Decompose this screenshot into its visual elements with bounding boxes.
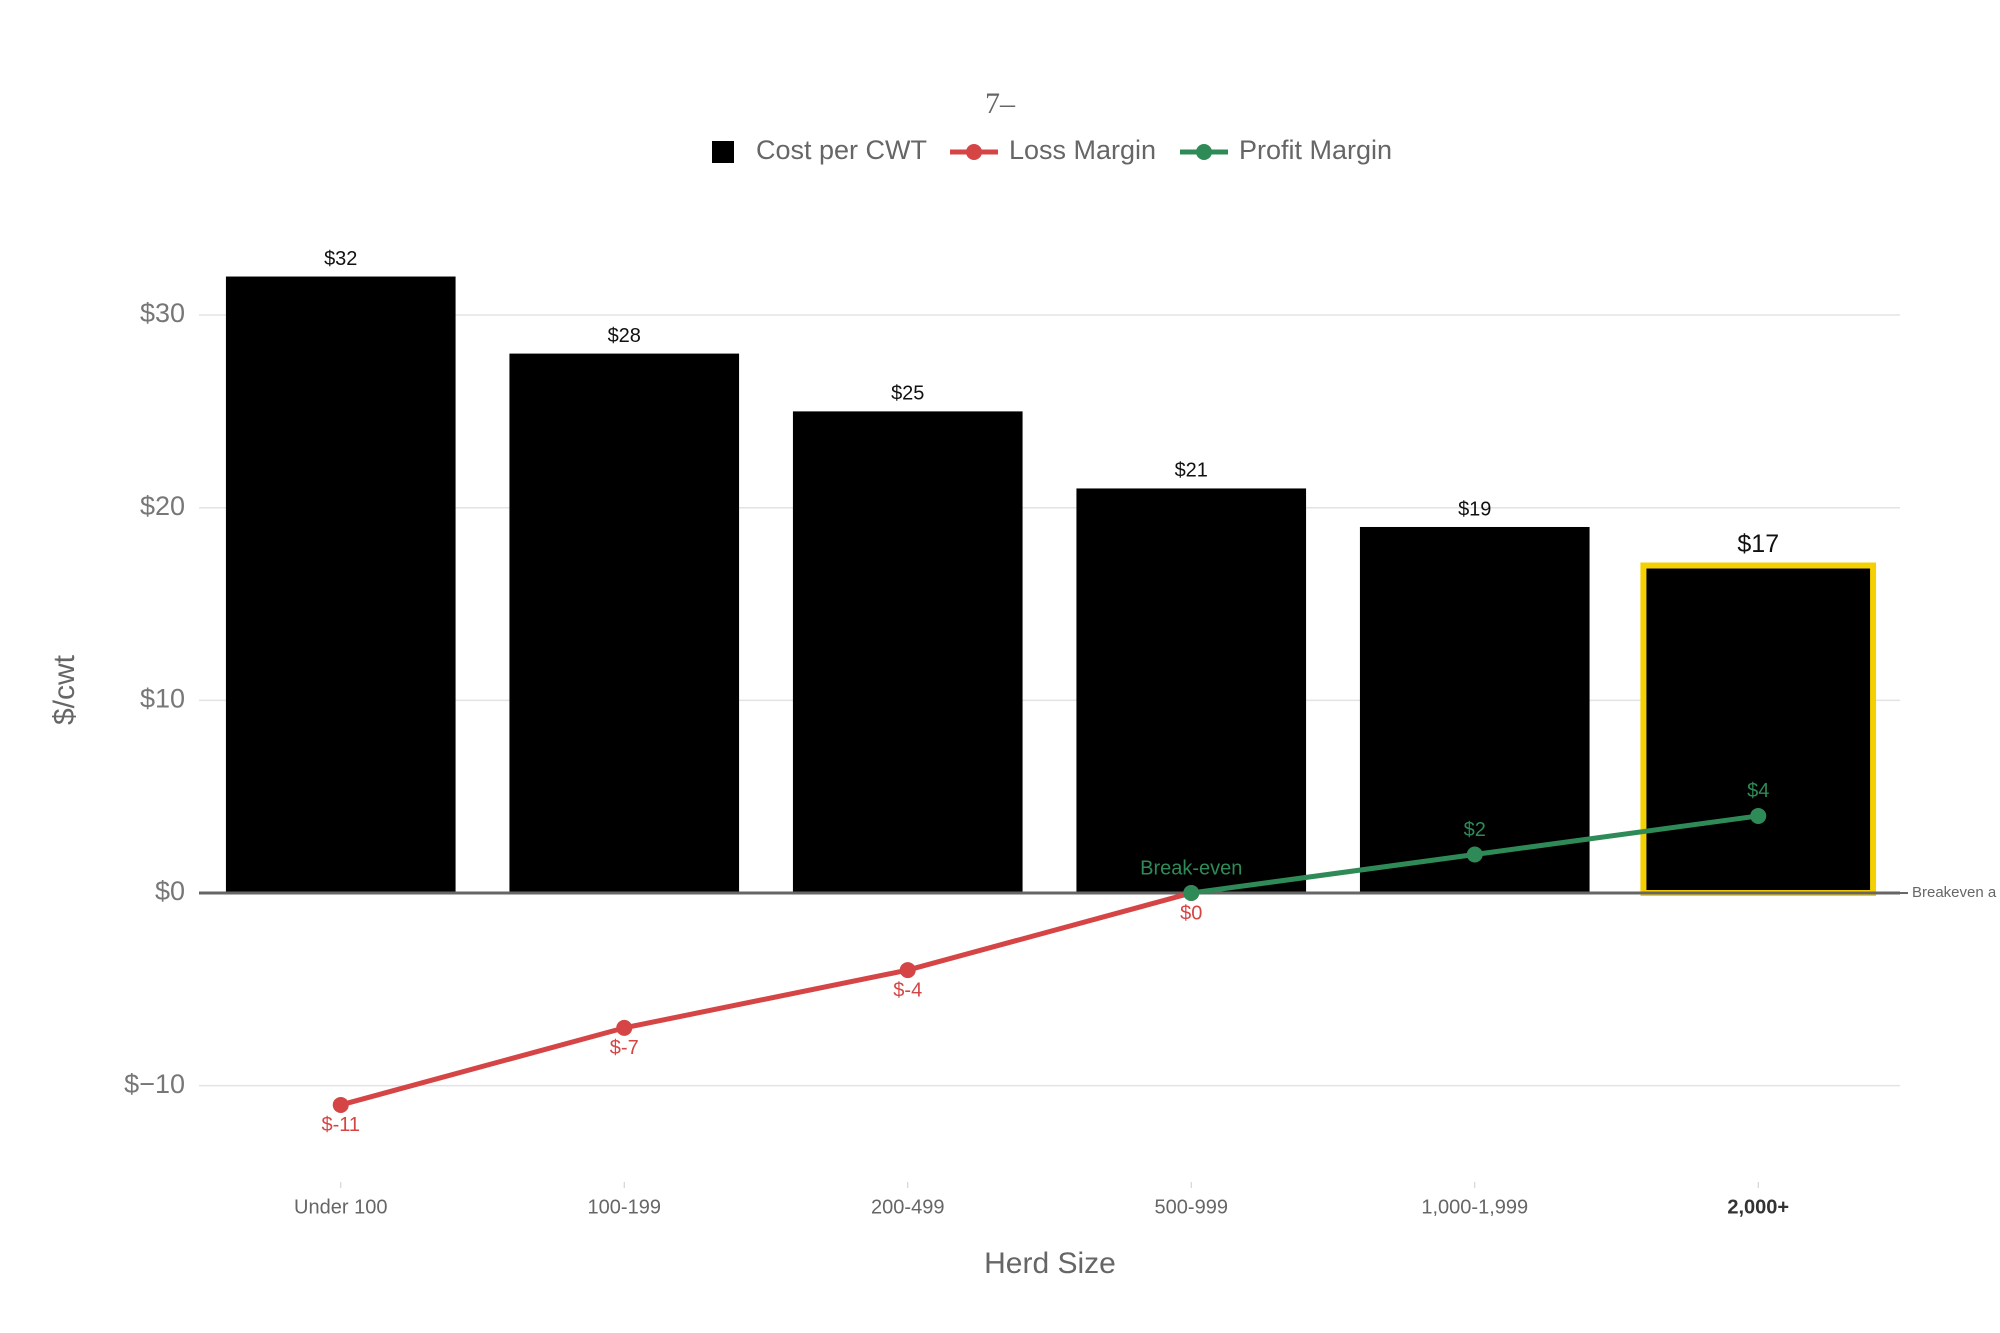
bar: [509, 353, 740, 894]
point: [1183, 885, 1200, 902]
legend-swatch: [712, 141, 734, 163]
y-tick-label: $0: [155, 876, 185, 906]
line: [340, 890, 1192, 1108]
x-tick-label: 1,000-1,999: [1421, 1196, 1528, 1218]
point: [899, 962, 916, 979]
bar-value-label: $25: [891, 383, 924, 405]
point-value-label: $-11: [321, 1114, 360, 1136]
bar: [1359, 526, 1590, 894]
bar-value-label: $28: [608, 325, 641, 347]
point-value-label: Break-even: [1140, 857, 1242, 879]
bar-value-label: $17: [1737, 530, 1779, 558]
y-axis-title: $/cwt: [48, 654, 81, 725]
legend-swatch: [966, 144, 982, 160]
point: [1750, 807, 1767, 824]
bar-value-label: $32: [324, 248, 357, 270]
y-tick-label: $20: [140, 491, 185, 521]
bar: [225, 276, 456, 894]
legend-label: Loss Margin: [1009, 135, 1156, 165]
bar: [1076, 488, 1307, 894]
x-tick-label: Under 100: [294, 1196, 387, 1218]
point-value-label: $0: [1180, 902, 1202, 924]
x-axis-title: Herd Size: [984, 1247, 1116, 1280]
legend-label: Cost per CWT: [756, 135, 927, 165]
point-value-label: $-7: [610, 1037, 639, 1059]
y-tick-label: $30: [140, 298, 185, 328]
bar-value-label: $19: [1458, 498, 1491, 520]
point-value-label: $4: [1747, 780, 1769, 802]
point: [616, 1019, 633, 1036]
x-tick-label: 100-199: [588, 1196, 661, 1218]
point: [332, 1096, 349, 1113]
bar-value-label: $21: [1175, 460, 1208, 482]
x-tick-label: 200-499: [871, 1196, 944, 1218]
bar: [792, 411, 1023, 894]
annotation: Breakeven a: [1912, 884, 1997, 901]
legend-swatch: [1196, 144, 1212, 160]
bar: [1640, 562, 1877, 897]
point-value-label: $-4: [893, 979, 922, 1001]
chart-title: 7–: [985, 87, 1016, 120]
point: [1466, 846, 1483, 863]
y-tick-label: $−10: [124, 1069, 185, 1099]
y-tick-label: $10: [140, 683, 185, 713]
x-tick-label: 2,000+: [1727, 1196, 1789, 1218]
point-value-label: $2: [1464, 819, 1486, 841]
legend-label: Profit Margin: [1239, 135, 1392, 165]
x-tick-label: 500-999: [1155, 1196, 1228, 1218]
